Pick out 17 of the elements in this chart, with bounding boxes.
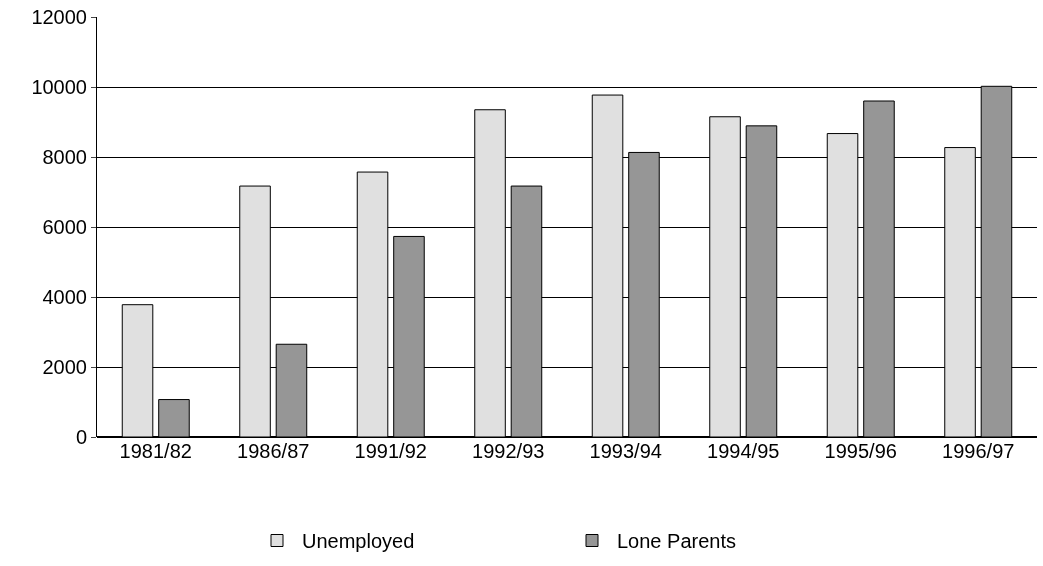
x-tick-label: 1995/96 bbox=[824, 440, 897, 462]
y-tick-label: 6000 bbox=[42, 216, 87, 238]
y-tick-label: 0 bbox=[75, 426, 87, 448]
x-tick-label: 1986/87 bbox=[237, 440, 310, 462]
y-tick-label: 12000 bbox=[31, 6, 87, 28]
x-tick-label: 1991/92 bbox=[354, 440, 427, 462]
y-tick-label: 10000 bbox=[31, 76, 87, 98]
x-tick-label: 1996/97 bbox=[942, 440, 1015, 462]
x-tick-label: 1993/94 bbox=[589, 440, 662, 462]
x-tick-label: 1994/95 bbox=[707, 440, 780, 462]
x-tick-label: 1981/82 bbox=[119, 440, 192, 462]
y-tick-label: 2000 bbox=[42, 356, 87, 378]
legend-label: Unemployed bbox=[302, 530, 415, 553]
y-tick-label: 4000 bbox=[42, 286, 87, 308]
y-tick-label: 8000 bbox=[42, 146, 87, 168]
legend-label: Lone Parents bbox=[617, 530, 736, 553]
x-tick-label: 1992/93 bbox=[472, 440, 545, 462]
